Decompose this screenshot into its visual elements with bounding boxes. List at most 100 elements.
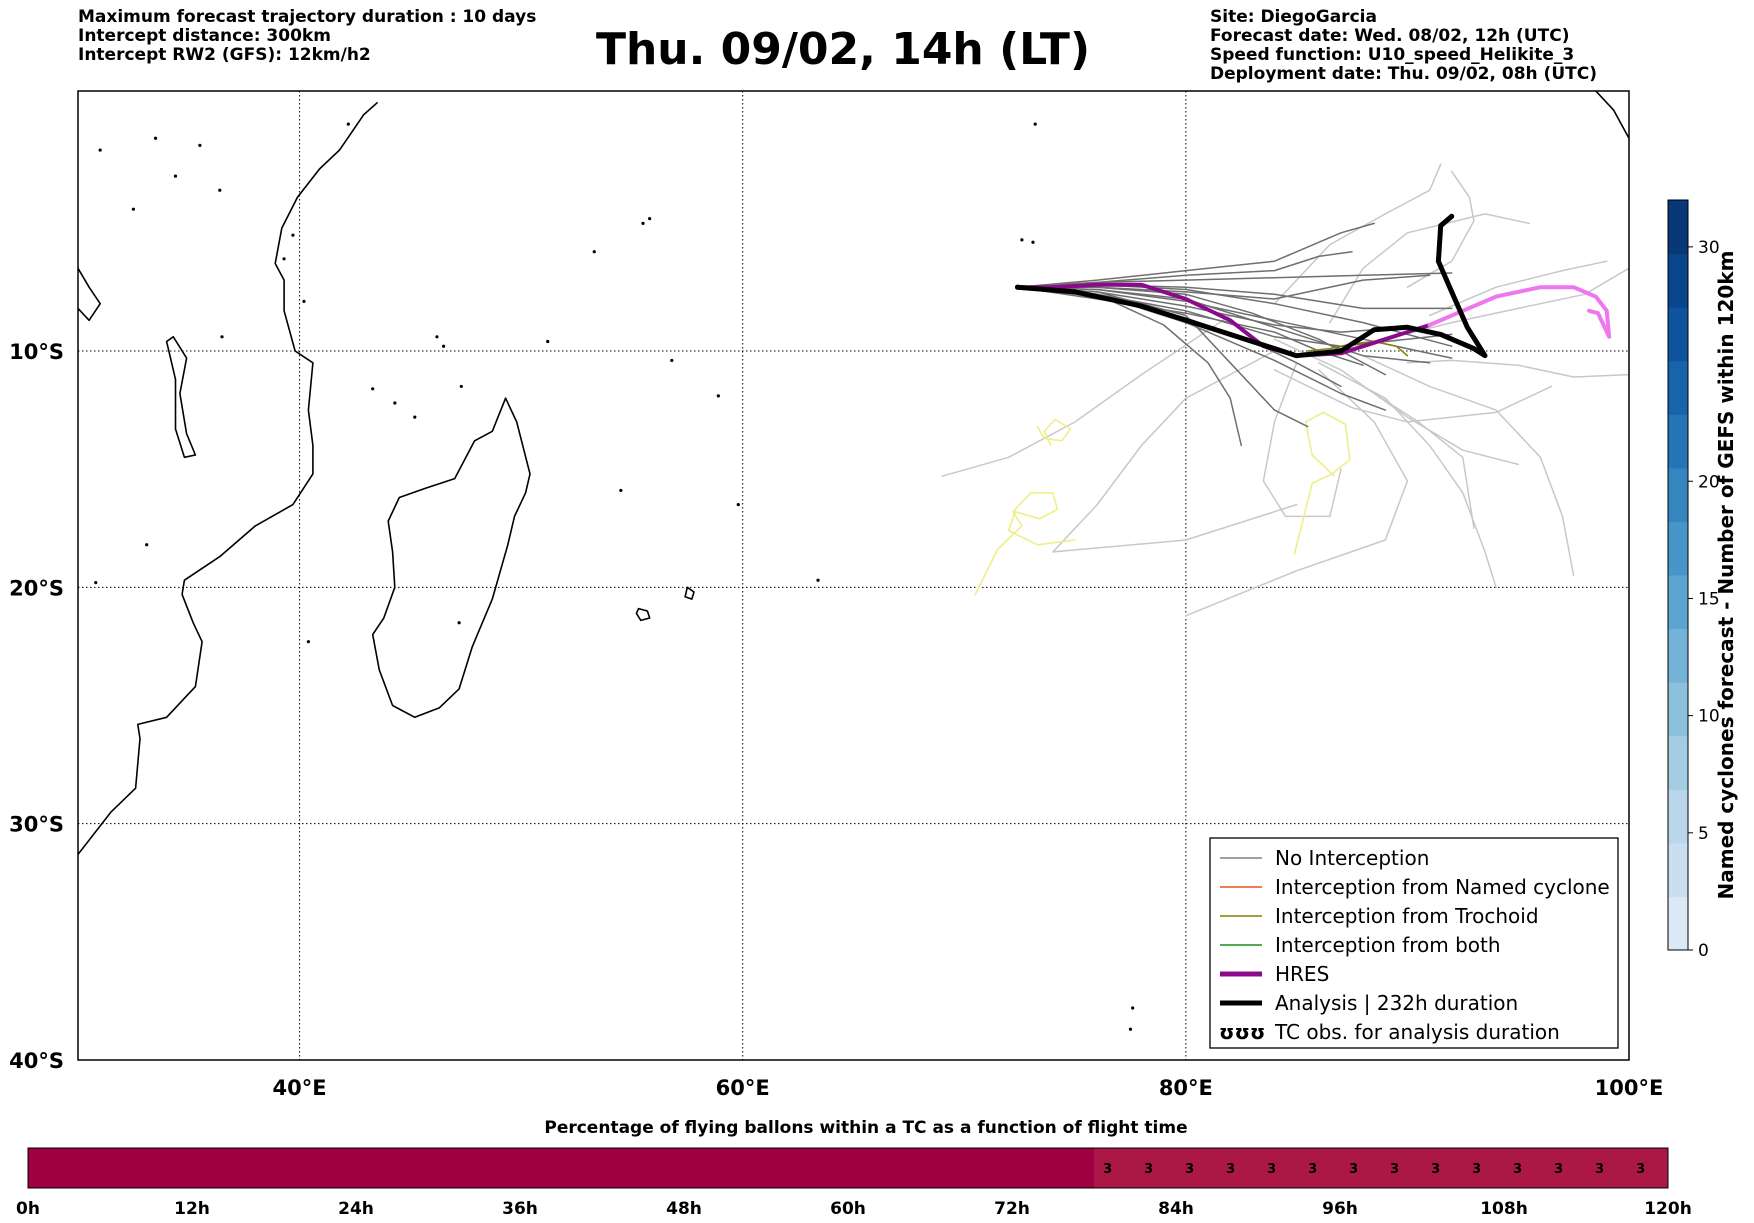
coastline: [371, 397, 531, 719]
island: [94, 580, 98, 585]
flight-bar-cell-value: 3: [1185, 1162, 1194, 1177]
colorbar-cell: [1668, 896, 1688, 951]
island: [1033, 122, 1037, 126]
ensemble-track-light: [941, 314, 1231, 477]
island: [670, 358, 674, 363]
island: [1128, 1027, 1133, 1031]
flight-bar-cell-labels: 3 3 3 3 3 3 3 3 3 3 3 3 3 3: [1103, 1162, 1645, 1177]
islands: [94, 122, 1135, 1031]
flight-bar-cell-value: 3: [1390, 1162, 1399, 1177]
latitude-tick-label: 30°S: [9, 813, 64, 837]
ensemble-track-light: [1428, 260, 1608, 317]
flight-bar-tick-label: 120h: [1644, 1199, 1692, 1219]
flight-bar-frame: [27, 1147, 1669, 1189]
flight-bar-tick-label: 108h: [1480, 1199, 1528, 1219]
island: [736, 502, 740, 507]
flight-bar-tick-label: 0h: [16, 1199, 40, 1219]
speed-function-text: Speed function: U10_speed_Helikite_3: [1210, 45, 1575, 65]
flight-bar-cell-value: 3: [1103, 1162, 1112, 1177]
colorbar-frame: [1667, 199, 1689, 951]
ensemble-track-light: [1362, 354, 1575, 577]
coastline: [1595, 91, 1629, 140]
legend-box: [1209, 837, 1619, 1049]
colorbar-tick-label: 10: [1698, 707, 1720, 727]
colorbar-cell: [1668, 253, 1688, 308]
intercept-distance-text: Intercept distance: 300km: [78, 26, 331, 46]
island: [145, 543, 149, 547]
legend-label: No Interception: [1275, 846, 1429, 870]
colorbar-cell: [1668, 575, 1688, 630]
max-duration-text: Maximum forecast trajectory duration : 1…: [78, 7, 537, 27]
ensemble-track-light: [1406, 359, 1629, 378]
island: [218, 188, 222, 192]
site-text: Site: DiegoGarcia: [1210, 7, 1377, 27]
trochoid-interception-track: [1306, 340, 1409, 357]
colorbar-cell: [1668, 521, 1688, 576]
analysis-track: [1014, 213, 1488, 359]
ensemble-track-light: [1362, 385, 1475, 529]
flight-bar-tick-label: 60h: [830, 1199, 866, 1219]
island: [198, 143, 202, 147]
flight-bar-fill: [28, 1148, 1668, 1188]
island: [457, 621, 461, 625]
colorbar-cell: [1668, 842, 1688, 897]
island: [435, 335, 439, 339]
legend-label: Analysis | 232h duration: [1275, 991, 1518, 1015]
legend-label: TC obs. for analysis duration: [1274, 1020, 1560, 1044]
flight-time-bar: Percentage of flying ballons within a TC…: [16, 1118, 1692, 1219]
longitude-tick-label: 40°E: [273, 1076, 327, 1100]
island: [131, 207, 135, 211]
graticule: [78, 91, 1629, 1060]
flight-bar-cell-value: 3: [1472, 1162, 1481, 1177]
latitude-tick-label: 20°S: [9, 576, 64, 600]
latitude-tick-labels: 10°S 20°S 30°S 40°S: [9, 340, 64, 1073]
flight-bar-cell-value: 3: [1226, 1162, 1235, 1177]
flight-bar-tick-label: 12h: [174, 1199, 210, 1219]
island: [291, 233, 295, 237]
island: [816, 578, 820, 582]
colorbar-tick-label: 30: [1698, 238, 1720, 258]
colorbar-cells: [1668, 200, 1688, 951]
colorbar-ticks: 0 5 10 15 20 30: [1688, 238, 1720, 961]
ensemble-track-light: [1384, 267, 1629, 340]
colorbar-cell: [1668, 414, 1688, 469]
island: [393, 401, 397, 405]
island: [153, 136, 158, 140]
colorbar-tick-label: 0: [1698, 941, 1709, 961]
island: [306, 640, 311, 644]
ensemble-track-light: [1329, 213, 1531, 324]
page-title-text: Thu. 09/02, 14h (LT): [595, 24, 1091, 75]
ensemble-track-light: [1318, 362, 1497, 589]
ensemble-track-light: [1273, 338, 1519, 466]
trochoid-track: [1306, 340, 1409, 357]
flight-bar-tick-label: 96h: [1322, 1199, 1358, 1219]
hres-track-tail: [1427, 285, 1612, 339]
colorbar-cell: [1668, 628, 1688, 683]
coastlines: [78, 91, 1629, 1026]
hres-track-main: [1015, 282, 1432, 358]
longitude-tick-label: 100°E: [1595, 1076, 1664, 1100]
island: [302, 299, 306, 303]
ensemble-track-light: [1052, 350, 1298, 553]
tc-observation-track: [1036, 418, 1072, 447]
flight-bar-cell-value: 3: [1554, 1162, 1563, 1177]
tc-obs-symbol: ʊʊʊ: [1219, 1020, 1265, 1044]
flight-bar-tick-label: 84h: [1158, 1199, 1194, 1219]
legend-label: Interception from Trochoid: [1275, 904, 1539, 928]
island: [459, 384, 463, 389]
legend-label: Interception from both: [1275, 933, 1501, 957]
ensemble-track-light: [1185, 369, 1409, 617]
deployment-date-text: Deployment date: Thu. 09/02, 08h (UTC): [1210, 64, 1597, 84]
site-info: Site: DiegoGarcia Forecast date: Wed. 08…: [1210, 8, 1597, 84]
tc-observation-track: [974, 491, 1076, 596]
flight-bar-cell-value: 3: [1636, 1162, 1645, 1177]
map-area: [77, 90, 1630, 1061]
ensemble-track-light: [1262, 362, 1342, 518]
coastline: [635, 607, 651, 622]
island: [619, 488, 623, 493]
tc-observation-tracks: [974, 411, 1351, 596]
ensemble-track-light: [1273, 369, 1553, 423]
colorbar-cell: [1668, 789, 1688, 844]
colorbar-cell: [1668, 735, 1688, 790]
flight-bar-tick-label: 24h: [338, 1199, 374, 1219]
